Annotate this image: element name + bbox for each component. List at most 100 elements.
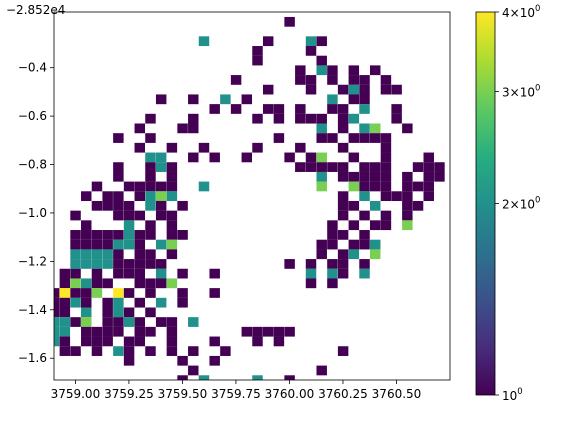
heatmap-cell bbox=[348, 75, 360, 85]
heatmap-cell bbox=[145, 326, 156, 337]
heatmap-cell bbox=[391, 191, 402, 202]
heatmap-cell bbox=[220, 94, 231, 105]
heatmap-cell bbox=[102, 307, 113, 318]
heatmap-cells bbox=[54, 16, 445, 380]
heatmap-cell bbox=[327, 162, 338, 172]
heatmap-cell bbox=[59, 288, 71, 298]
heatmap-cell bbox=[166, 230, 178, 240]
heatmap-cell bbox=[316, 65, 327, 76]
heatmap-cell bbox=[113, 326, 124, 337]
heatmap-cell bbox=[316, 365, 327, 376]
heatmap-cell bbox=[70, 210, 81, 221]
heatmap-cell bbox=[348, 152, 360, 163]
heatmap-cell bbox=[380, 133, 392, 143]
heatmap-cell bbox=[434, 171, 445, 182]
heatmap-cell bbox=[370, 171, 381, 182]
heatmap-cell bbox=[155, 200, 167, 211]
heatmap-cell bbox=[145, 249, 156, 260]
heatmap-cell bbox=[145, 346, 156, 356]
y-tick-label: −0.4 bbox=[18, 61, 47, 75]
heatmap-cell bbox=[241, 326, 253, 337]
y-tick-label: −1.0 bbox=[18, 206, 47, 220]
heatmap-cell bbox=[402, 171, 413, 182]
heatmap-cell bbox=[370, 65, 381, 76]
heatmap-cell bbox=[262, 326, 274, 337]
heatmap-cell bbox=[134, 317, 146, 327]
heatmap-cell bbox=[305, 268, 317, 279]
heatmap-cell bbox=[177, 375, 188, 380]
x-tick-label: 3760.00 bbox=[265, 387, 315, 401]
heatmap-cell bbox=[113, 239, 124, 250]
heatmap-cell bbox=[273, 133, 285, 143]
heatmap-cell bbox=[402, 181, 413, 192]
heatmap-cell bbox=[337, 249, 349, 260]
heatmap-cell bbox=[327, 133, 338, 143]
heatmap-cell bbox=[241, 152, 253, 163]
heatmap-cell bbox=[155, 239, 167, 250]
heatmap-cell bbox=[81, 259, 92, 269]
heatmap-cell bbox=[81, 307, 92, 318]
heatmap-cell bbox=[134, 142, 146, 153]
heatmap-cell bbox=[348, 220, 360, 231]
heatmap-cell bbox=[348, 65, 360, 76]
heatmap-cell bbox=[337, 84, 349, 95]
heatmap-cell bbox=[123, 259, 135, 269]
heatmap-cell bbox=[81, 239, 92, 250]
heatmap-cell bbox=[209, 268, 220, 279]
heatmap-cell bbox=[102, 230, 113, 240]
y-tick-label: −0.6 bbox=[18, 109, 47, 123]
heatmap-cell bbox=[252, 142, 263, 153]
heatmap-cell bbox=[391, 104, 402, 114]
heatmap-cell bbox=[305, 84, 317, 95]
heatmap-cell bbox=[155, 317, 167, 327]
heatmap-cell bbox=[284, 16, 295, 27]
heatmap-cell bbox=[145, 181, 156, 192]
heatmap-cell bbox=[188, 346, 199, 356]
heatmap-cell bbox=[134, 181, 146, 192]
heatmap-cell bbox=[380, 152, 392, 163]
heatmap-cell bbox=[423, 162, 434, 172]
colorbar-tick-label: 2×100 bbox=[502, 196, 540, 212]
heatmap-cell bbox=[155, 278, 167, 289]
heatmap-cell bbox=[102, 191, 113, 202]
plot-frame bbox=[53, 11, 451, 381]
heatmap-cell bbox=[145, 152, 156, 163]
heatmap-cell bbox=[91, 239, 103, 250]
heatmap-cell bbox=[316, 123, 327, 134]
heatmap-cell bbox=[91, 346, 103, 356]
heatmap-cell bbox=[70, 317, 81, 327]
x-tick-label: 3759.00 bbox=[51, 387, 101, 401]
heatmap-cell bbox=[177, 355, 188, 366]
heatmap-cell bbox=[273, 326, 285, 337]
heatmap-cell bbox=[91, 181, 103, 192]
heatmap-cell bbox=[59, 268, 71, 279]
heatmap-cell bbox=[113, 288, 124, 298]
heatmap-cell bbox=[155, 162, 167, 172]
colorbar-ticks: 100 2×100 3×100 4×100 bbox=[495, 4, 540, 403]
x-tick-label: 3759.25 bbox=[104, 387, 154, 401]
heatmap-cell bbox=[359, 133, 370, 143]
heatmap-cell bbox=[252, 375, 263, 380]
heatmap-cell bbox=[370, 249, 381, 260]
heatmap-cell bbox=[91, 259, 103, 269]
heatmap-cell bbox=[348, 94, 360, 105]
heatmap-cell bbox=[209, 104, 220, 114]
heatmap-cell bbox=[54, 307, 60, 318]
heatmap-cell bbox=[81, 230, 92, 240]
heatmap-cell bbox=[81, 288, 92, 298]
heatmap-cell bbox=[316, 113, 327, 124]
heatmap-cell bbox=[81, 278, 92, 289]
x-axis: 3759.00 3759.25 3759.50 3759.75 3760.00 3760.… bbox=[51, 380, 421, 401]
heatmap-cell bbox=[209, 152, 220, 163]
heatmap-cell bbox=[59, 317, 71, 327]
heatmap-cell bbox=[91, 230, 103, 240]
heatmap-cell bbox=[359, 210, 370, 221]
heatmap-cell bbox=[145, 230, 156, 240]
heatmap-cell bbox=[359, 75, 370, 85]
heatmap-cell bbox=[348, 84, 360, 95]
heatmap-cell bbox=[188, 113, 199, 124]
heatmap-cell bbox=[262, 36, 274, 47]
heatmap-cell bbox=[412, 162, 424, 172]
heatmap-cell bbox=[273, 104, 285, 114]
heatmap-cell bbox=[102, 259, 113, 269]
